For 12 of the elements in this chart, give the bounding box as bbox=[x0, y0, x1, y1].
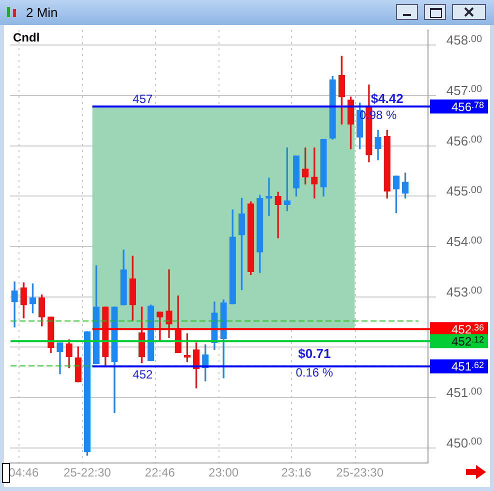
annotation: $4.42 bbox=[370, 91, 404, 106]
chart-subtitle: Cndl bbox=[13, 30, 40, 44]
annotation: $0.71 bbox=[298, 346, 331, 361]
x-tick-label: 23:16 bbox=[281, 466, 312, 480]
x-tick-label: 22:46 bbox=[144, 466, 176, 480]
annotation: 457 bbox=[132, 92, 154, 106]
x-tick-label: 23:00 bbox=[208, 466, 239, 480]
chart-title: 2 Min bbox=[26, 5, 58, 20]
x-tick-label: 25-22:30 bbox=[64, 466, 112, 480]
x-tick-label: 25-23:30 bbox=[336, 466, 384, 480]
annotation: 0.16 % bbox=[296, 366, 334, 380]
annotation: 452 bbox=[132, 368, 154, 382]
